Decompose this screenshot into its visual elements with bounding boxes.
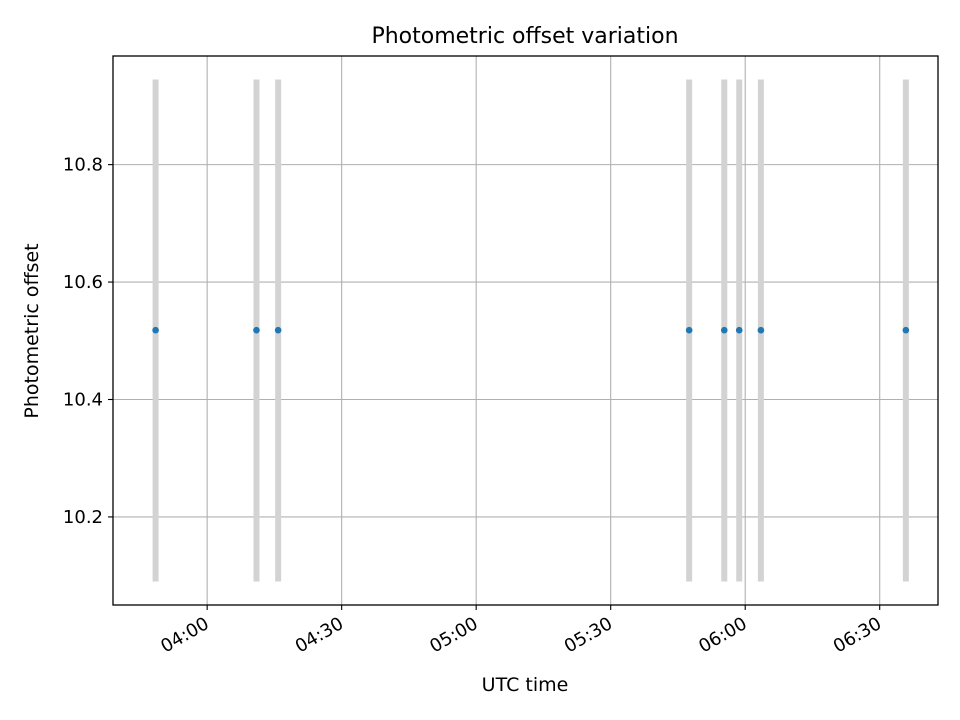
data-point	[735, 326, 743, 334]
chart-title: Photometric offset variation	[371, 24, 678, 49]
data-point	[685, 326, 693, 334]
x-tick-label: 04:00	[157, 613, 212, 657]
data-point	[902, 326, 910, 334]
data-point	[152, 326, 159, 334]
data-point	[253, 326, 260, 334]
y-axis-label: Photometric offset	[21, 243, 43, 418]
x-tick-label: 06:30	[830, 613, 885, 657]
y-tick-label: 10.8	[63, 155, 103, 176]
x-axis-label: UTC time	[482, 674, 569, 696]
plot-frame	[112, 55, 939, 606]
point-layer	[152, 326, 910, 334]
y-tick-label: 10.2	[63, 507, 103, 528]
x-tick-label: 06:00	[695, 613, 750, 657]
data-point	[274, 326, 282, 334]
x-tick-label: 04:30	[292, 613, 347, 657]
errorbar-layer	[152, 79, 909, 582]
x-tick-label: 05:00	[426, 613, 481, 657]
x-tick-label: 05:30	[561, 613, 616, 657]
y-tick-label: 10.6	[63, 272, 103, 293]
data-point	[720, 326, 728, 334]
data-point	[757, 326, 765, 334]
y-tick-label: 10.4	[63, 389, 103, 410]
grid-layer	[113, 56, 938, 605]
